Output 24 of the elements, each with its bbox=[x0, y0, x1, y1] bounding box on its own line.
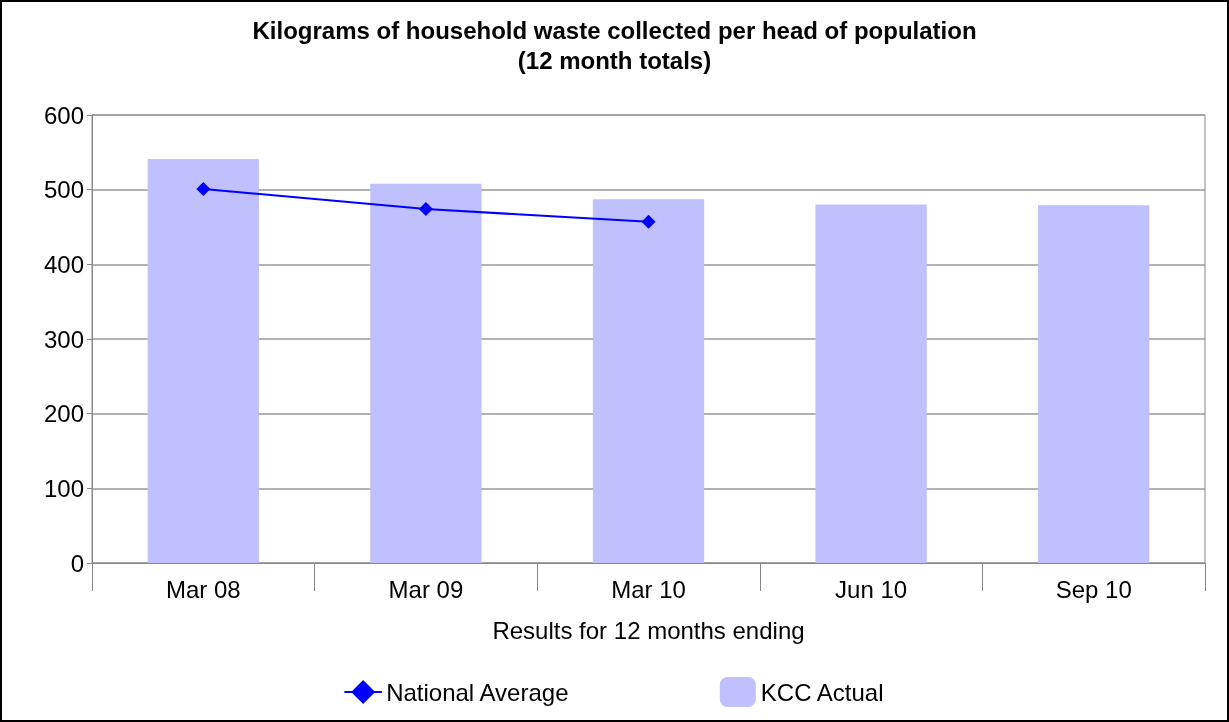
point bbox=[196, 181, 211, 196]
bar bbox=[1038, 205, 1150, 563]
point bbox=[418, 202, 433, 217]
bar bbox=[592, 199, 705, 563]
y-tick-label: 500 bbox=[43, 176, 84, 204]
x-axis-title: Results for 12 months ending bbox=[492, 616, 805, 644]
bar bbox=[370, 183, 482, 563]
chart-title: Kilograms of household waste collected per head of population (12 month totals) bbox=[252, 16, 977, 74]
y-tick-label: 600 bbox=[43, 101, 84, 129]
x-tick-label: Mar 09 bbox=[388, 575, 464, 603]
x-tick-label: Mar 10 bbox=[611, 575, 686, 603]
y-tick-label: 400 bbox=[43, 250, 84, 278]
x-tick-label: Mar 08 bbox=[165, 575, 241, 603]
bar bbox=[147, 159, 259, 563]
y-tick-label: 300 bbox=[43, 325, 84, 353]
y-tick-label: 200 bbox=[43, 400, 84, 428]
legend-label: National Average bbox=[386, 678, 569, 706]
point bbox=[641, 214, 656, 229]
x-tick-label: Sep 10 bbox=[1055, 575, 1132, 603]
y-tick-label: 100 bbox=[43, 474, 84, 502]
bar bbox=[815, 204, 927, 563]
x-tick-label: Jun 10 bbox=[835, 575, 908, 603]
legend-label: KCC Actual bbox=[760, 678, 884, 706]
y-tick-label: 0 bbox=[70, 549, 84, 577]
